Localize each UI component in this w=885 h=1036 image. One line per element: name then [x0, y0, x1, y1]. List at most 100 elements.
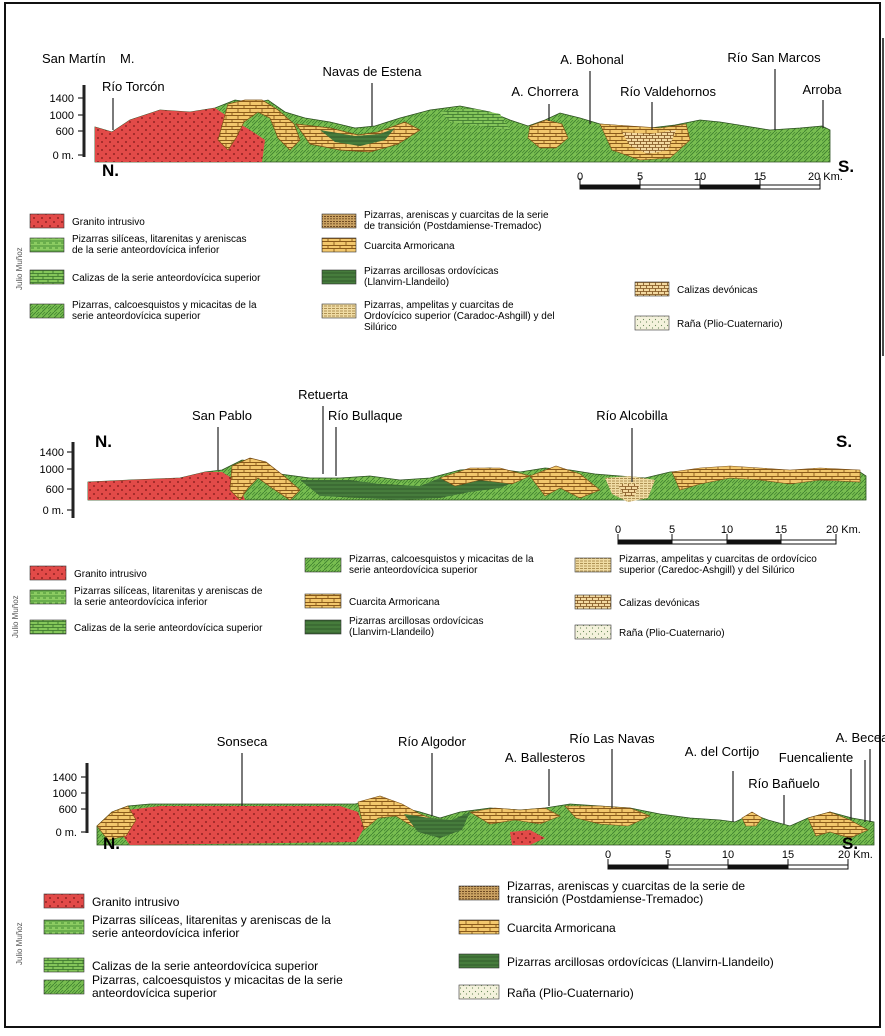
section-3-scale-bar: 0 5 10 15 20 Km.	[605, 849, 873, 870]
legend-label: Calizas de la serie anteordovícica super…	[74, 623, 263, 634]
legend-item: Cuarcita Armoricana	[321, 237, 455, 253]
section-1-granite-body	[95, 108, 265, 162]
north-label: N.	[102, 161, 119, 180]
section-1-armoricana-fold	[217, 99, 301, 151]
scale-tick-label: 0	[605, 849, 611, 861]
elev-tick-label: 0 m.	[53, 150, 74, 162]
section-1-cross-section: 1400 1000 600 0 m. San Martín M. Río Tor…	[42, 50, 854, 190]
place-label: San Pablo	[192, 408, 252, 423]
place-label: Río Torcón	[102, 79, 165, 94]
elev-tick-label: 1000	[40, 464, 64, 476]
place-label: A. Becea	[836, 730, 885, 745]
section-3-cross-section: 1400 1000 600 0 m. A. Becea Sonseca Río	[53, 730, 885, 870]
section-2-armoricana-anticline	[229, 457, 301, 501]
scale-tick-label: 10	[694, 171, 706, 183]
legend-item: Pizarras, calcoesquistos y micacitas de …	[43, 973, 343, 1000]
legend-item: Granito intrusivo	[29, 213, 145, 229]
legend-item: Pizarras, calcoesquistos y micacitas de …	[304, 554, 534, 576]
place-label: A. del Cortijo	[685, 744, 759, 759]
legend-swatch	[43, 957, 85, 973]
place-label: Río Valdehornos	[620, 84, 716, 99]
south-label: S.	[836, 432, 852, 451]
legend-item: Pizarras arcillosas ordovícicas (Llanvirn…	[304, 616, 484, 638]
place-label: M.	[120, 51, 134, 66]
legend-label: Pizarras arcillosas ordovícicas (Llanvirn…	[364, 266, 499, 288]
legend-swatch	[29, 269, 65, 285]
legend-swatch	[458, 885, 500, 901]
legend-swatch	[458, 953, 500, 969]
elev-tick-label: 600	[46, 484, 64, 496]
section-3-elevation-axis: 1400 1000 600 0 m.	[53, 763, 89, 839]
legend-label: Raña (Plio-Cuaternario)	[619, 628, 725, 639]
section-2-elevation-axis: 1400 1000 600 0 m.	[40, 442, 75, 518]
legend-item: Pizarras, calcoesquistos y micacitas de …	[29, 300, 257, 322]
legend-label: Calizas devónicas	[677, 285, 758, 296]
legend-item: Calizas de la serie anteordovícica super…	[29, 619, 263, 635]
place-label: Retuerta	[298, 387, 349, 402]
legend-item: Raña (Plio-Cuaternario)	[634, 315, 783, 331]
legend-label: Raña (Plio-Cuaternario)	[677, 319, 783, 330]
scale-tick-label: 10	[722, 849, 734, 861]
elev-tick-label: 1000	[50, 110, 74, 122]
elev-tick-label: 1400	[53, 772, 77, 784]
legend-item: Pizarras, ampelitas y cuarcitas de ordov…	[574, 554, 817, 576]
legend-label: Calizas de la serie anteordovícica super…	[72, 273, 261, 284]
scale-tick-label: 20 Km.	[838, 849, 873, 861]
place-label: San Martín	[42, 51, 106, 66]
north-label: N.	[95, 432, 112, 451]
section-3-granite-small	[510, 830, 545, 845]
place-label: A. Bohonal	[560, 52, 624, 67]
legend-label: Pizarras, ampelitas y cuarcitas de ordov…	[619, 554, 817, 576]
legend-item: Pizarras silíceas, litarenitas y arenisc…	[29, 234, 247, 256]
scale-tick-label: 15	[782, 849, 794, 861]
place-label: Río San Marcos	[727, 50, 821, 65]
elev-tick-label: 600	[56, 126, 74, 138]
legend-item: Cuarcita Armoricana	[304, 593, 440, 609]
legend-swatch	[458, 984, 500, 1000]
section-3-armoricana-south	[807, 811, 869, 839]
elev-tick-label: 0 m.	[43, 505, 64, 517]
legend-item: Pizarras arcillosas ordovícicas (Llanvirn…	[321, 266, 499, 288]
section-3-place-markers	[241, 749, 871, 824]
section-2-cross-section: 1400 1000 600 0 m. Retuerta San Pablo Rí…	[40, 387, 867, 545]
legend-label: Pizarras, areniscas y cuarcitas de la se…	[507, 879, 745, 906]
legend-swatch	[574, 557, 612, 573]
legend-item: Calizas devónicas	[574, 594, 700, 610]
legend-swatch	[458, 919, 500, 935]
legend-swatch	[304, 619, 342, 635]
legend-item: Pizarras, ampelitas y cuarcitas de Ordoví…	[321, 300, 555, 333]
place-label: Arroba	[802, 82, 842, 97]
legend-item: Granito intrusivo	[29, 565, 147, 581]
figure-frame	[4, 2, 881, 1028]
legend-swatch	[304, 557, 342, 573]
section-3-armoricana-banuelo	[741, 811, 763, 827]
author-credit: Julio Muñoz	[15, 922, 24, 965]
legend-swatch	[321, 237, 357, 253]
scale-tick-label: 20 Km.	[826, 524, 861, 536]
legend-item: Pizarras arcillosas ordovícicas (Llanvir…	[458, 953, 774, 969]
section-3-legend: Granito intrusivo Pizarras silíceas, lita…	[43, 879, 774, 1000]
section-2-place-markers	[217, 406, 633, 482]
scale-tick-label: 5	[665, 849, 671, 861]
legend-swatch	[321, 269, 357, 285]
south-label: S.	[842, 834, 858, 853]
legend-swatch	[29, 303, 65, 319]
legend-swatch	[634, 281, 670, 297]
author-credit: Julio Muñoz	[15, 247, 24, 290]
place-label: Fuencaliente	[779, 750, 853, 765]
place-label: A. Ballesteros	[505, 750, 586, 765]
legend-item: Pizarras, areniscas y cuarcitas de la se…	[458, 879, 745, 906]
legend-swatch	[43, 893, 85, 909]
scale-tick-label: 5	[637, 171, 643, 183]
place-label: Río Algodor	[398, 734, 467, 749]
legend-item: Calizas de la serie anteordovícica super…	[43, 957, 318, 973]
section-1-calizas-band	[440, 108, 510, 130]
scale-tick-label: 0	[577, 171, 583, 183]
elev-tick-label: 600	[59, 804, 77, 816]
legend-label: Cuarcita Armoricana	[349, 597, 440, 608]
scale-tick-label: 15	[775, 524, 787, 536]
legend-swatch	[634, 315, 670, 331]
author-credit: Julio Muñoz	[11, 595, 20, 638]
